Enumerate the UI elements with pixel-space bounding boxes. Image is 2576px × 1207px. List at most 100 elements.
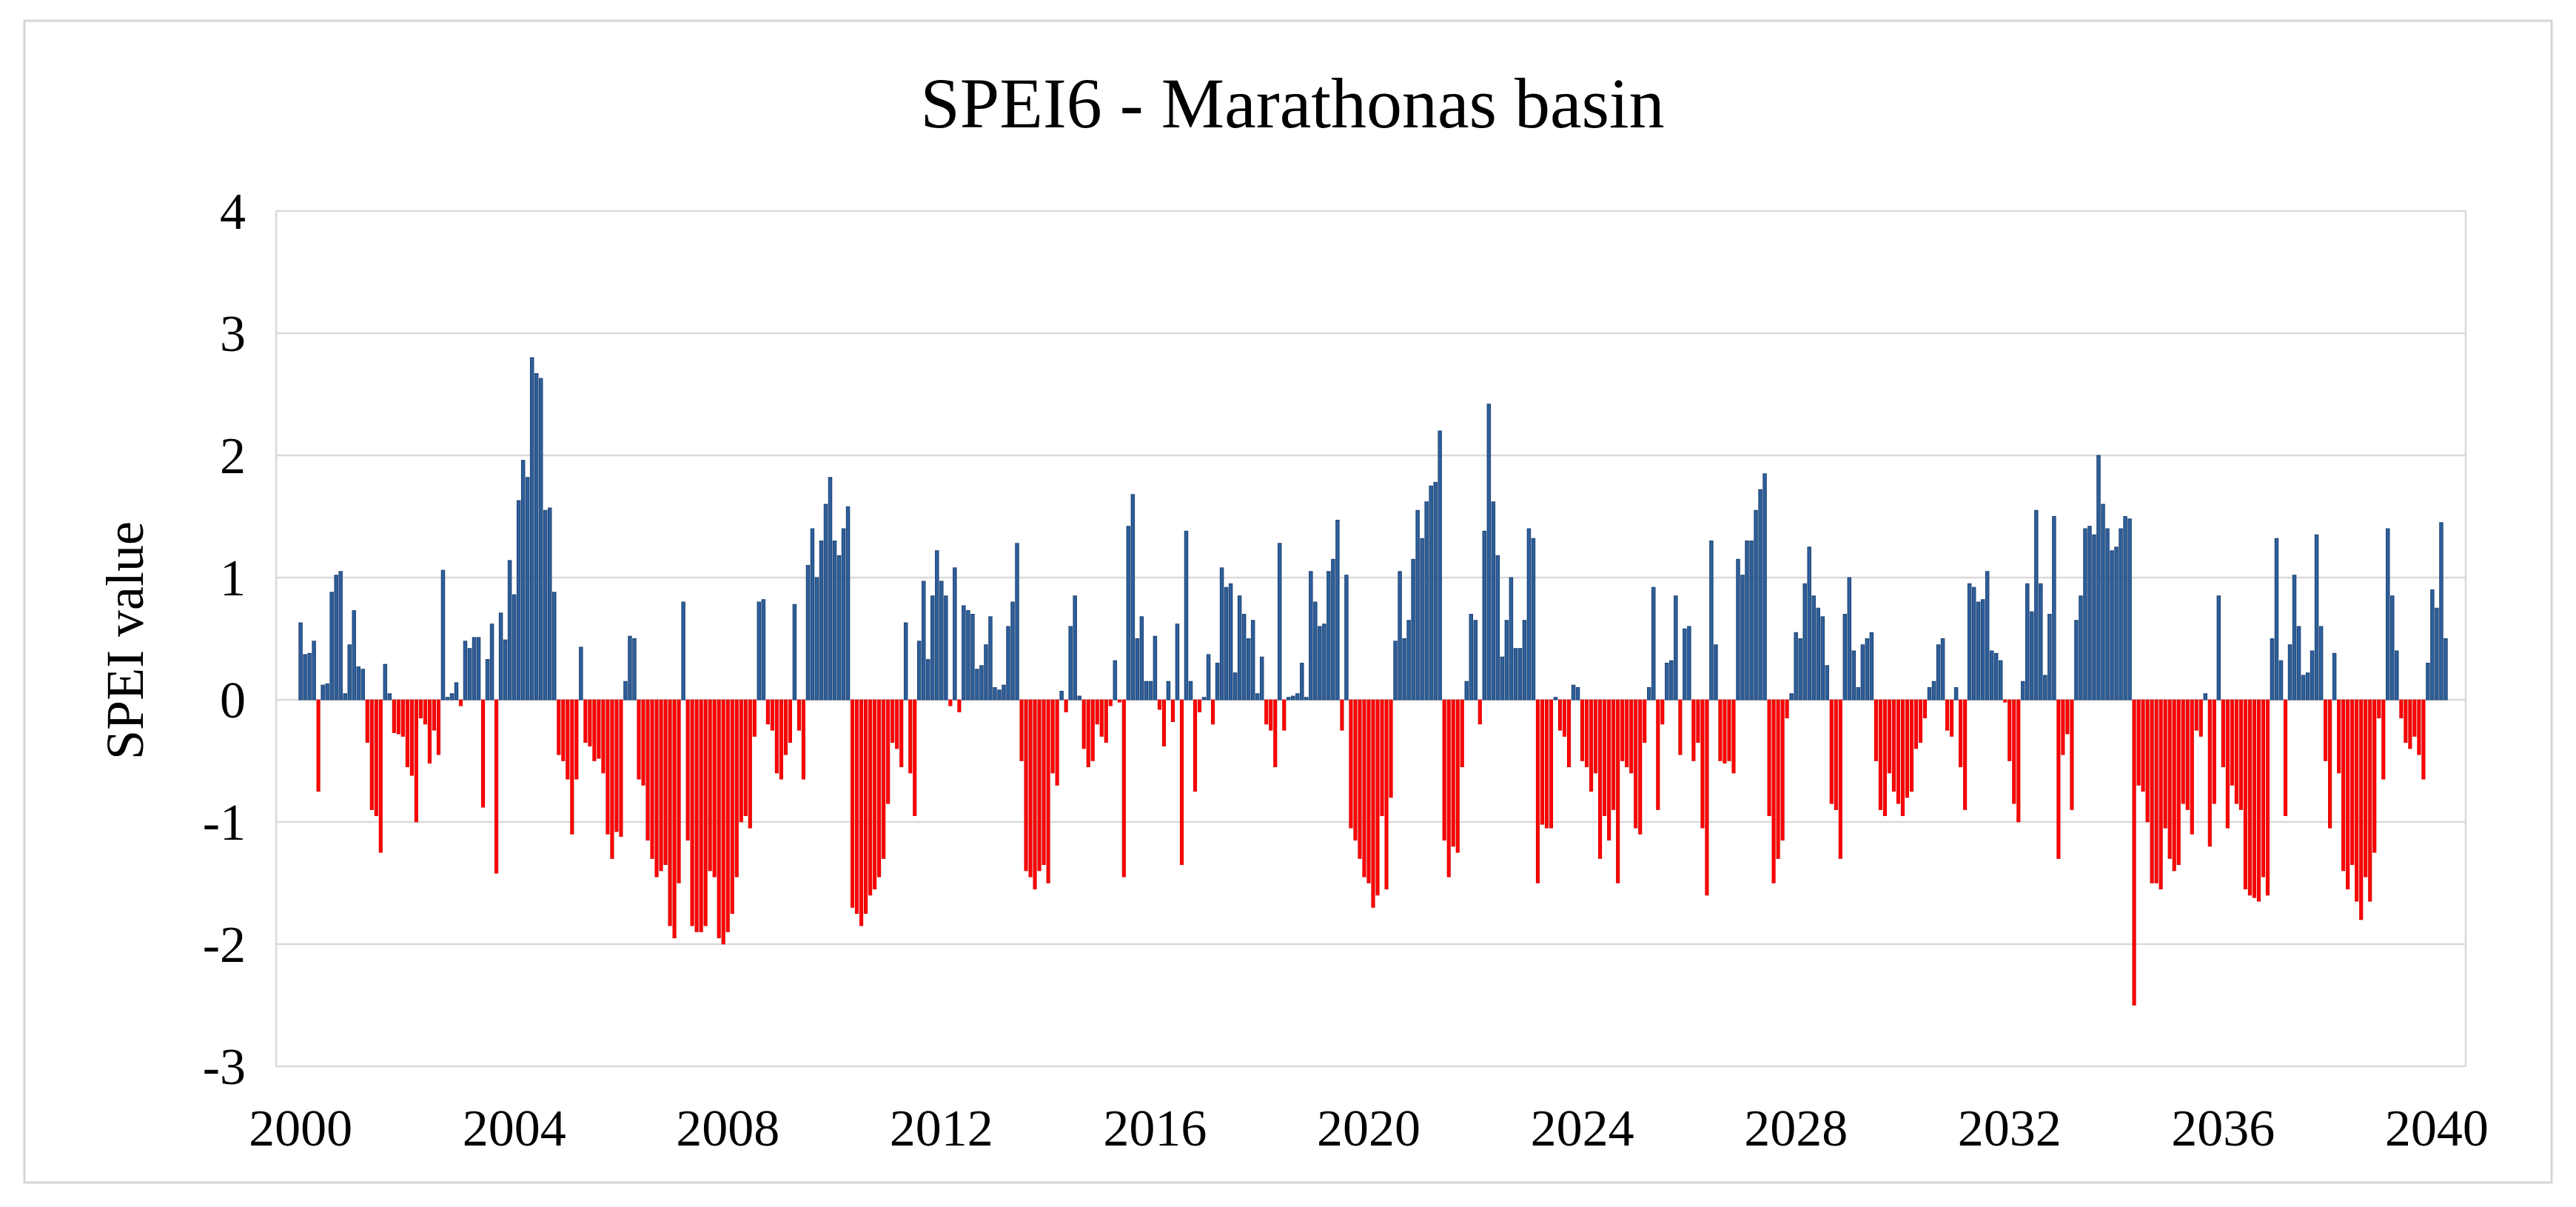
- bar-negative: [2261, 699, 2265, 877]
- bar-positive: [467, 648, 472, 701]
- bar-positive: [1736, 558, 1740, 701]
- bar-negative: [1629, 699, 1634, 774]
- bar-negative: [1033, 699, 1037, 890]
- bar-negative: [2265, 699, 2270, 896]
- bar-positive: [2079, 595, 2083, 701]
- bar-negative: [570, 699, 574, 835]
- bar-positive: [489, 623, 494, 701]
- bar-negative: [1179, 699, 1184, 866]
- bar-negative: [2381, 699, 2386, 780]
- bar-positive: [2435, 607, 2439, 701]
- bar-positive: [1077, 695, 1081, 701]
- bar-negative: [890, 699, 895, 743]
- bar-positive: [547, 507, 552, 701]
- bar-negative: [1829, 699, 1834, 804]
- bar-positive: [2110, 550, 2114, 701]
- bar-negative: [1157, 699, 1161, 710]
- bar-positive: [325, 683, 329, 701]
- bar-positive: [1794, 632, 1798, 701]
- bar-negative: [1161, 699, 1166, 747]
- x-tick-label: 2032: [1958, 1100, 2062, 1157]
- bar-negative: [1019, 699, 1024, 761]
- x-tick-label: 2020: [1317, 1100, 1421, 1157]
- bar-negative: [557, 699, 561, 755]
- bar-negative: [2185, 699, 2190, 810]
- bar-negative: [2056, 699, 2061, 859]
- bar-positive: [1322, 623, 1326, 701]
- bar-positive: [387, 693, 392, 701]
- bar-negative: [788, 699, 792, 743]
- bar-positive: [347, 644, 352, 701]
- bar-negative: [1193, 699, 1198, 792]
- bar-positive: [1998, 660, 2003, 701]
- bar-positive: [1500, 656, 1505, 701]
- bar-negative: [2350, 699, 2355, 866]
- bar-positive: [997, 689, 1002, 701]
- bar-positive: [1669, 660, 1674, 701]
- bar-negative: [392, 699, 396, 733]
- bar-positive: [1526, 528, 1532, 701]
- bar-positive: [525, 477, 530, 701]
- bar-negative: [1389, 699, 1393, 798]
- bar-positive: [312, 641, 316, 701]
- bar-positive: [1464, 681, 1469, 701]
- bar-negative: [619, 699, 623, 837]
- bar-negative: [2065, 699, 2070, 735]
- bar-negative: [414, 699, 418, 823]
- bar-positive: [356, 666, 360, 701]
- bar-negative: [2341, 699, 2346, 872]
- y-axis-tick-labels: 4 3 2 1 0 -1 -2 -3: [203, 184, 246, 1096]
- bar-negative: [1340, 699, 1344, 731]
- bar-positive: [1495, 555, 1500, 701]
- bar-positive: [1993, 652, 1999, 701]
- bar-negative: [592, 699, 597, 761]
- bar-positive: [2310, 650, 2315, 701]
- bar-negative: [2417, 699, 2421, 755]
- bar-negative: [494, 699, 499, 874]
- x-tick-label: 2000: [249, 1100, 352, 1157]
- bar-negative: [748, 699, 752, 829]
- bar-negative: [2404, 699, 2408, 743]
- bar-positive: [1438, 430, 1442, 701]
- bar-positive: [2439, 522, 2443, 701]
- bar-positive: [1571, 684, 1576, 701]
- bar-positive: [988, 616, 993, 701]
- bar-negative: [1366, 699, 1371, 883]
- bar-positive: [1486, 404, 1492, 701]
- bar-positive: [828, 477, 833, 701]
- bar-positive: [1166, 681, 1171, 701]
- bar-positive: [1940, 638, 1945, 701]
- bar-negative: [1585, 699, 1589, 768]
- bar-negative: [1090, 699, 1095, 761]
- bar-negative: [637, 699, 641, 780]
- bar-negative: [2234, 699, 2238, 804]
- bar-negative: [436, 699, 441, 755]
- bar-positive: [2025, 583, 2030, 701]
- bar-negative: [801, 699, 805, 780]
- bar-positive: [1674, 595, 1678, 701]
- y-tick-label: -2: [203, 917, 246, 974]
- bar-negative: [1104, 699, 1108, 743]
- x-tick-label: 2016: [1103, 1100, 1207, 1157]
- bar-negative: [405, 699, 409, 768]
- bar-negative: [1362, 699, 1366, 877]
- y-tick-label: 3: [220, 306, 246, 363]
- bar-positive: [1856, 687, 1861, 701]
- bar-negative: [2243, 699, 2247, 890]
- bar-positive: [383, 663, 388, 701]
- bar-negative: [1700, 699, 1705, 829]
- bar-negative: [2256, 699, 2261, 902]
- bar-positive: [1250, 620, 1255, 701]
- bar-positive: [1860, 644, 1865, 701]
- bar-positive: [334, 575, 338, 701]
- bar-positive: [1237, 595, 1242, 701]
- bar-positive: [2105, 528, 2110, 701]
- bar-positive: [543, 509, 548, 701]
- bar-negative: [1064, 699, 1068, 712]
- bar-positive: [538, 378, 543, 701]
- bar-negative: [796, 699, 801, 731]
- bar-positive: [1130, 494, 1136, 701]
- bar-negative: [895, 699, 899, 749]
- bar-positive: [1469, 614, 1474, 701]
- bar-negative: [1838, 699, 1842, 859]
